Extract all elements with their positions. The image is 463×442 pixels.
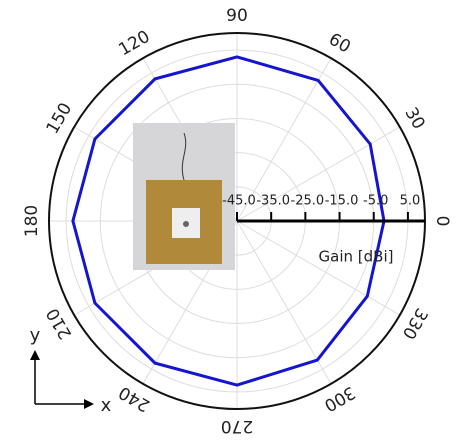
y-arrow-head — [30, 350, 40, 360]
theta-tick-label: 180 — [22, 205, 42, 237]
theta-tick-label: 90 — [226, 6, 248, 26]
gain-curve — [71, 55, 386, 387]
radial-tick-label: 5.0 — [400, 194, 421, 209]
theta-tick-label: 30 — [400, 104, 428, 133]
grid-spoke — [236, 220, 332, 385]
grid-spoke — [236, 126, 401, 222]
radial-axis-label: Gain [dBi] — [319, 248, 394, 266]
radial-tick-label: -25.0 — [291, 194, 325, 209]
grid-spoke — [236, 220, 401, 316]
photo-wire — [181, 132, 187, 181]
x-arrow-head — [84, 399, 94, 409]
radial-tick-label: -45.0 — [222, 194, 256, 209]
photo-connector — [183, 221, 189, 227]
radial-tick-label: -5.0 — [363, 194, 388, 209]
x-axis-label: x — [101, 395, 112, 416]
antenna-photo — [133, 123, 235, 270]
theta-tick-label: 60 — [325, 29, 354, 57]
radial-tick-label: -35.0 — [256, 194, 290, 209]
theta-tick-label: 270 — [221, 416, 253, 436]
theta-tick-label: 0 — [432, 216, 452, 227]
coordinate-indicator: y x — [30, 325, 112, 416]
y-axis-label: y — [30, 325, 41, 346]
radial-tick-label: -15.0 — [325, 194, 359, 209]
grid-spoke — [236, 57, 332, 222]
